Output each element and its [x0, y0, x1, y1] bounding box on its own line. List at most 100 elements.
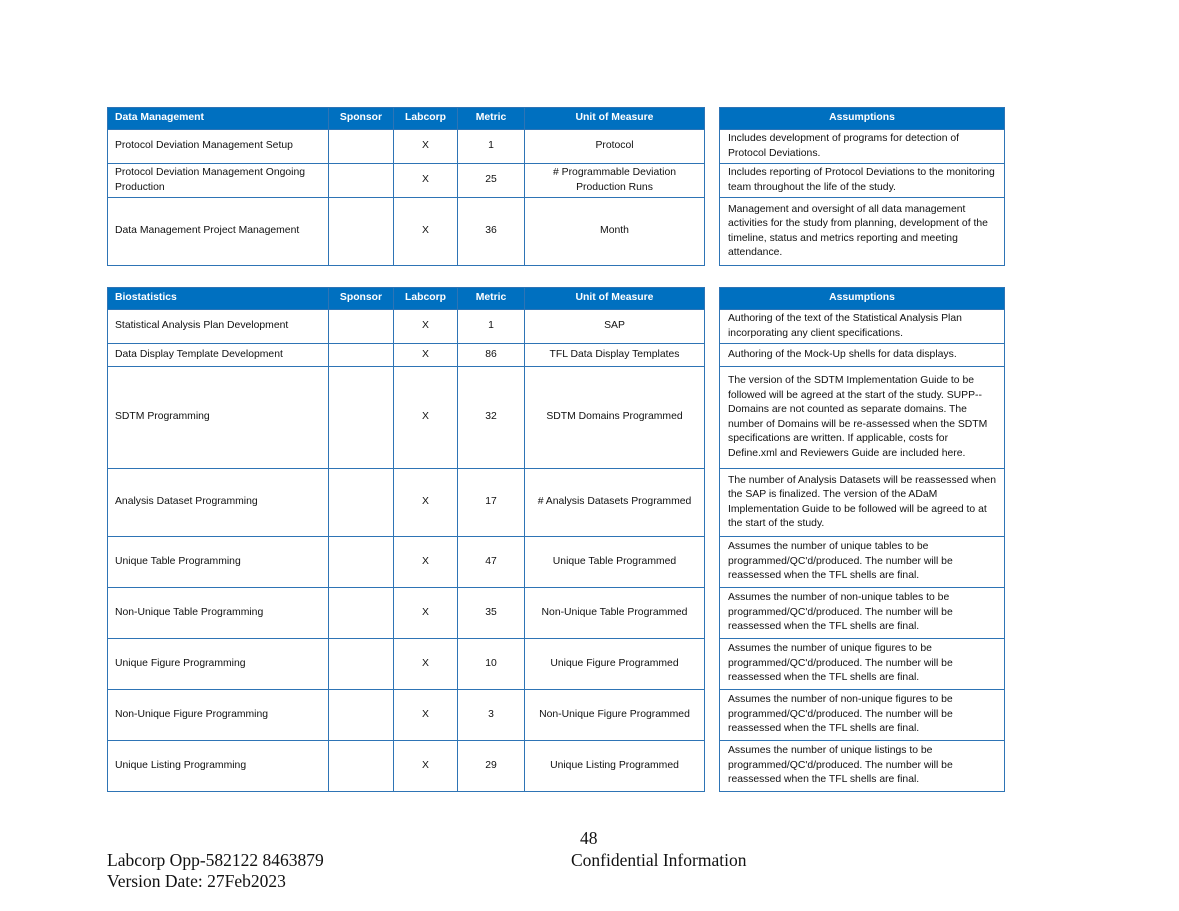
labcorp-cell: X	[393, 129, 458, 164]
column-header: Metric	[457, 287, 525, 310]
assumptions-header: Assumptions	[719, 107, 1005, 130]
metric-cell: 17	[457, 468, 525, 537]
labcorp-cell: X	[393, 536, 458, 588]
assumption-row: Assumes the number of unique figures to …	[719, 638, 1005, 690]
activity-cell: Statistical Analysis Plan Development	[107, 309, 329, 344]
section-title: Biostatistics	[107, 287, 329, 310]
assumption-cell: Assumes the number of unique listings to…	[719, 740, 1005, 792]
assumption-cell: Assumes the number of unique tables to b…	[719, 536, 1005, 588]
assumptions-header: Assumptions	[719, 287, 1005, 310]
assumption-row: Assumes the number of non-unique figures…	[719, 689, 1005, 741]
labcorp-cell: X	[393, 587, 458, 639]
sponsor-cell	[328, 163, 394, 198]
assumption-row: Includes development of programs for det…	[719, 129, 1005, 164]
labcorp-cell: X	[393, 638, 458, 690]
unit-cell: Unique Figure Programmed	[524, 638, 705, 690]
column-header: Labcorp	[393, 287, 458, 310]
biostatistics-table: Biostatistics Sponsor Labcorp Metric Unit of…	[107, 287, 705, 792]
table-row: Unique Table Programming X 47 Unique Table …	[107, 536, 705, 588]
activity-cell: Unique Table Programming	[107, 536, 329, 588]
column-header: Sponsor	[328, 107, 394, 130]
activity-cell: Analysis Dataset Programming	[107, 468, 329, 537]
table-row: SDTM Programming X 32 SDTM Domains Programm…	[107, 366, 705, 469]
assumption-row: Assumes the number of unique tables to b…	[719, 536, 1005, 588]
assumption-cell: Assumes the number of non-unique tables …	[719, 587, 1005, 639]
table-row: Data Management Project Management X 36 Mon…	[107, 197, 705, 266]
sponsor-cell	[328, 689, 394, 741]
assumption-cell: Management and oversight of all data man…	[719, 197, 1005, 266]
document-id: Labcorp Opp-582122 8463879	[107, 850, 324, 870]
assumption-row: Includes reporting of Protocol Deviation…	[719, 163, 1005, 198]
labcorp-cell: X	[393, 309, 458, 344]
labcorp-cell: X	[393, 343, 458, 367]
sponsor-cell	[328, 197, 394, 266]
activity-cell: Data Management Project Management	[107, 197, 329, 266]
labcorp-cell: X	[393, 366, 458, 469]
assumption-row: Authoring of the Mock-Up shells for data…	[719, 343, 1005, 367]
column-header: Labcorp	[393, 107, 458, 130]
metric-cell: 10	[457, 638, 525, 690]
metric-cell: 1	[457, 309, 525, 344]
assumption-cell: Includes development of programs for det…	[719, 129, 1005, 164]
data-management-table: Data Management Sponsor Labcorp Metric Unit …	[107, 107, 705, 266]
unit-cell: TFL Data Display Templates	[524, 343, 705, 367]
activity-cell: Non-Unique Figure Programming	[107, 689, 329, 741]
page-number: 48	[580, 828, 598, 848]
assumption-cell: The number of Analysis Datasets will be …	[719, 468, 1005, 537]
assumption-cell: Assumes the number of non-unique figures…	[719, 689, 1005, 741]
unit-cell: Non-Unique Figure Programmed	[524, 689, 705, 741]
table-row: Analysis Dataset Programming X 17 # Analysi…	[107, 468, 705, 537]
metric-cell: 32	[457, 366, 525, 469]
activity-cell: Non-Unique Table Programming	[107, 587, 329, 639]
unit-cell: # Programmable Deviation Production Runs	[524, 163, 705, 198]
activity-cell: Protocol Deviation Management Ongoing Pr…	[107, 163, 329, 198]
labcorp-cell: X	[393, 689, 458, 741]
activity-cell: Protocol Deviation Management Setup	[107, 129, 329, 164]
table-row: Non-Unique Figure Programming X 3 Non-Uniqu…	[107, 689, 705, 741]
metric-cell: 35	[457, 587, 525, 639]
table-row: Data Display Template Development X 86 TFL …	[107, 343, 705, 367]
unit-cell: SAP	[524, 309, 705, 344]
assumption-row: Assumes the number of non-unique tables …	[719, 587, 1005, 639]
assumption-cell: The version of the SDTM Implementation G…	[719, 366, 1005, 469]
sponsor-cell	[328, 536, 394, 588]
metric-cell: 29	[457, 740, 525, 792]
labcorp-cell: X	[393, 740, 458, 792]
section-title: Data Management	[107, 107, 329, 130]
activity-cell: Unique Figure Programming	[107, 638, 329, 690]
table-row: Non-Unique Table Programming X 35 Non-Uniqu…	[107, 587, 705, 639]
unit-cell: SDTM Domains Programmed	[524, 366, 705, 469]
version-date: Version Date: 27Feb2023	[107, 871, 286, 891]
data-management-assumptions-table: Assumptions Includes development of progr…	[719, 107, 1005, 266]
assumption-row: The version of the SDTM Implementation G…	[719, 366, 1005, 469]
column-header: Unit of Measure	[524, 287, 705, 310]
column-header: Metric	[457, 107, 525, 130]
column-header: Unit of Measure	[524, 107, 705, 130]
labcorp-cell: X	[393, 163, 458, 198]
sponsor-cell	[328, 343, 394, 367]
table-row: Protocol Deviation Management Setup X 1 Pro…	[107, 129, 705, 164]
assumption-cell: Authoring of the text of the Statistical…	[719, 309, 1005, 344]
column-header: Sponsor	[328, 287, 394, 310]
assumption-cell: Includes reporting of Protocol Deviation…	[719, 163, 1005, 198]
biostatistics-assumptions-table: Assumptions Authoring of the text of the …	[719, 287, 1005, 792]
metric-cell: 3	[457, 689, 525, 741]
table-row: Unique Figure Programming X 10 Unique Figur…	[107, 638, 705, 690]
assumption-cell: Assumes the number of unique figures to …	[719, 638, 1005, 690]
labcorp-cell: X	[393, 468, 458, 537]
assumption-row: Assumes the number of unique listings to…	[719, 740, 1005, 792]
sponsor-cell	[328, 366, 394, 469]
activity-cell: Unique Listing Programming	[107, 740, 329, 792]
metric-cell: 36	[457, 197, 525, 266]
assumption-row: Management and oversight of all data man…	[719, 197, 1005, 266]
sponsor-cell	[328, 740, 394, 792]
metric-cell: 25	[457, 163, 525, 198]
assumption-row: The number of Analysis Datasets will be …	[719, 468, 1005, 537]
table-row: Unique Listing Programming X 29 Unique List…	[107, 740, 705, 792]
sponsor-cell	[328, 468, 394, 537]
assumption-cell: Authoring of the Mock-Up shells for data…	[719, 343, 1005, 367]
assumption-row: Authoring of the text of the Statistical…	[719, 309, 1005, 344]
labcorp-cell: X	[393, 197, 458, 266]
unit-cell: Unique Listing Programmed	[524, 740, 705, 792]
unit-cell: Non-Unique Table Programmed	[524, 587, 705, 639]
